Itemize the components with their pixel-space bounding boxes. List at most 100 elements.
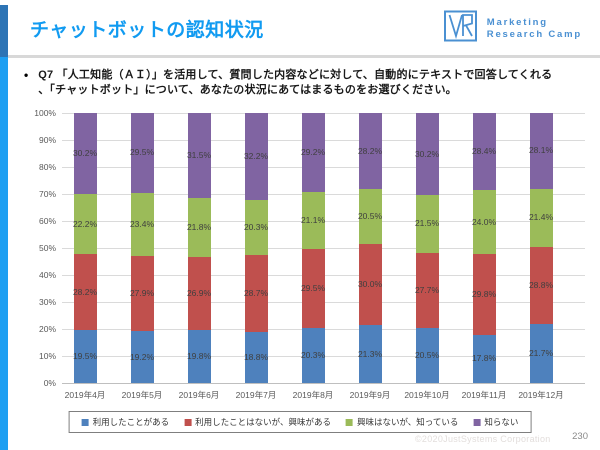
bar-segment: [472, 189, 496, 255]
legend-swatch: [473, 418, 481, 426]
gridline: [62, 221, 585, 222]
page-number: 230: [572, 431, 588, 442]
bar-segment: [415, 327, 439, 383]
bar-data-label: 26.9%: [186, 287, 212, 298]
x-axis-label: 2019年9月: [349, 390, 391, 400]
gridline: [62, 140, 585, 141]
x-axis-label: 2019年7月: [235, 390, 277, 400]
bar-segment: [301, 328, 325, 383]
bar-segment: [187, 113, 211, 199]
bar-data-label: 21.5%: [414, 218, 440, 229]
bar-segment: [529, 324, 553, 383]
bar-segment: [301, 191, 325, 249]
x-axis-label: 2019年6月: [178, 390, 220, 400]
bar-segment: [358, 113, 382, 190]
bar-segment: [244, 332, 268, 383]
bar-segment: [358, 325, 382, 383]
bar-data-label: 30.2%: [414, 148, 440, 159]
y-axis-tick-label: 0%: [43, 378, 56, 388]
question-block: • Q7 「人工知能（ＡＩ）」を活用して、質問した内容などに対して、自動的にテキ…: [24, 68, 588, 97]
bar-data-label: 29.2%: [300, 146, 326, 157]
x-axis-label: 2019年10月: [404, 390, 450, 400]
bar-segment: [529, 113, 553, 189]
legend-swatch: [81, 418, 89, 426]
gridline: [62, 275, 585, 276]
legend-item: 利用したことがある: [81, 416, 169, 428]
footer-copyright: ©2020JustSystems Corporation: [415, 434, 551, 444]
bar-data-label: 19.5%: [72, 351, 98, 362]
gridline: [62, 167, 585, 168]
bar-data-label: 21.7%: [528, 348, 554, 359]
gridline: [62, 356, 585, 357]
y-axis-tick-label: 30%: [38, 297, 56, 307]
question-line-1: Q7 「人工知能（ＡＩ）」を活用して、質問した内容などに対して、自動的にテキスト…: [38, 69, 553, 81]
x-axis-line: [62, 383, 585, 384]
bar-segment: [244, 199, 268, 255]
bar-segment: [244, 254, 268, 333]
gridline: [62, 113, 585, 114]
bar-segment: [73, 112, 97, 195]
bar-data-label: 32.2%: [243, 150, 269, 161]
bar-segment: [415, 194, 439, 253]
logo-text: Marketing Research Camp: [487, 17, 582, 41]
bar-data-label: 19.8%: [186, 350, 212, 361]
bar-data-label: 21.4%: [528, 212, 554, 223]
bar-data-label: 27.7%: [414, 284, 440, 295]
legend-item: 知らない: [473, 416, 518, 428]
bar-data-label: 28.2%: [357, 145, 383, 156]
x-axis-label: 2019年12月: [518, 390, 564, 400]
bar-data-label: 30.0%: [357, 279, 383, 290]
bar-segment: [130, 113, 154, 193]
bar-data-label: 23.4%: [129, 218, 155, 229]
page-title: チャットボットの認知状況: [30, 20, 264, 41]
bar-data-label: 20.3%: [243, 221, 269, 232]
bar-segment: [73, 330, 97, 383]
y-axis-tick-label: 90%: [38, 135, 56, 145]
bar-segment: [358, 244, 382, 326]
bar-data-label: 27.9%: [129, 287, 155, 298]
bar-data-label: 22.2%: [72, 218, 98, 229]
bar-segment: [73, 194, 97, 255]
header-bar: チャットボットの認知状況 Marketing Research Camp: [8, 0, 600, 58]
bar-data-label: 19.2%: [129, 351, 155, 362]
y-axis-tick-label: 50%: [38, 243, 56, 253]
bar-data-label: 30.2%: [72, 148, 98, 158]
bar-segment: [358, 189, 382, 245]
bar-data-label: 29.8%: [471, 289, 497, 300]
legend-label: 利用したことはないが、興味がある: [195, 417, 331, 427]
logo-text-line2: Research Camp: [486, 28, 582, 40]
vr-logo-icon: [443, 10, 478, 47]
bar-segment: [415, 252, 439, 328]
legend-item: 興味はないが、知っている: [345, 416, 458, 428]
bar-data-label: 17.8%: [471, 353, 497, 364]
legend-item: 利用したことはないが、興味がある: [184, 416, 331, 428]
x-axis-label: 2019年4月: [64, 390, 106, 400]
bar-segment: [472, 254, 496, 335]
bar-segment: [130, 192, 154, 256]
left-accent-bar-bottom: [0, 57, 8, 450]
bar-segment: [244, 113, 268, 200]
y-axis-tick-label: 10%: [38, 351, 56, 361]
legend-label: 知らない: [484, 417, 519, 427]
bar-data-label: 29.5%: [300, 282, 326, 293]
question-text: Q7 「人工知能（ＡＩ）」を活用して、質問した内容などに対して、自動的にテキスト…: [38, 68, 552, 97]
bar-segment: [130, 255, 154, 332]
gridline: [62, 302, 585, 303]
bar-data-label: 20.5%: [414, 349, 440, 360]
bar-data-label: 28.7%: [243, 287, 269, 298]
bar-segment: [130, 331, 154, 383]
question-line-2: 、「チャットボット」について、あなたの状況にあてはまるものをお選びください。: [38, 83, 457, 96]
bar-segment: [187, 198, 211, 257]
y-axis-tick-label: 40%: [38, 270, 56, 280]
bar-data-label: 18.8%: [243, 352, 269, 363]
chart-legend: 利用したことがある 利用したことはないが、興味がある 興味はないが、知っている 知らな…: [68, 411, 532, 433]
left-accent-bar-top: [0, 5, 8, 57]
bar-data-label: 21.8%: [186, 221, 212, 232]
bar-data-label: 31.5%: [186, 150, 212, 161]
logo: Marketing Research Camp: [443, 10, 582, 47]
y-axis-tick-label: 60%: [38, 216, 56, 226]
x-axis-label: 2019年11月: [461, 390, 507, 400]
bar-segment: [301, 112, 325, 192]
gridline: [62, 194, 585, 195]
